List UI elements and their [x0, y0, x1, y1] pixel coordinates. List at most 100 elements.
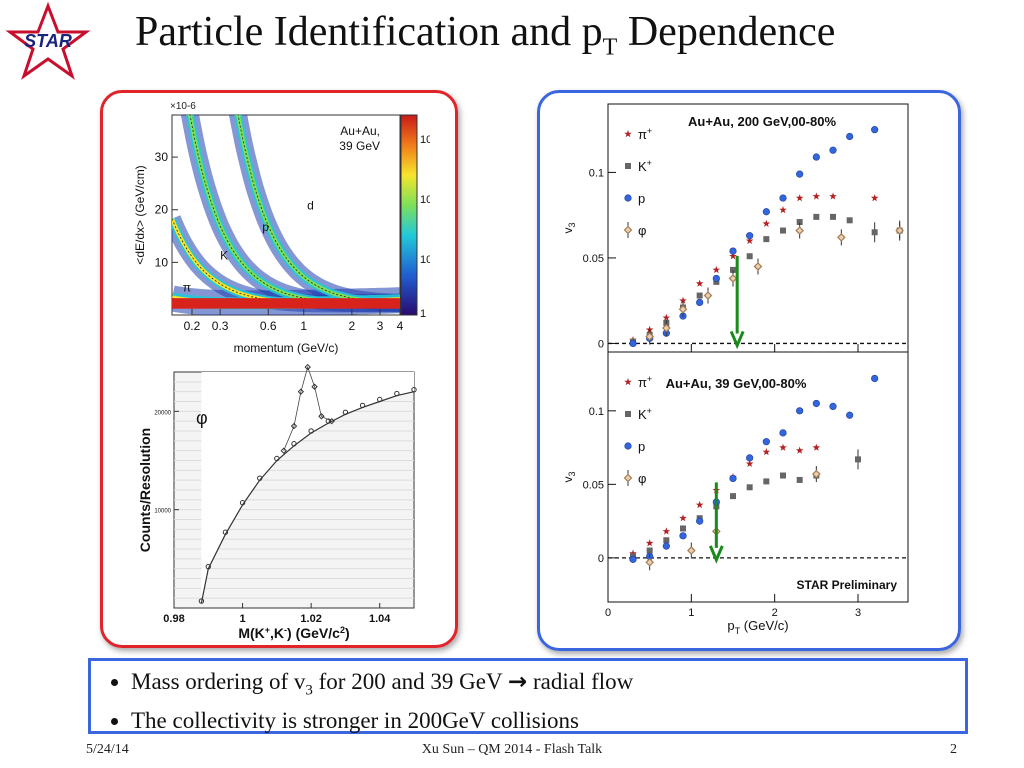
- dedx-xtick-label-4: 2: [349, 319, 356, 333]
- dedx-ytick-label-1: 20: [155, 203, 169, 217]
- phi-bg-point-12: [394, 390, 400, 397]
- dedx-annotation-1: 39 GeV: [339, 139, 380, 153]
- v3-xtick-label-0: 0: [605, 607, 611, 619]
- right-arrow-icon: →: [507, 669, 528, 695]
- phi-bg-point-2: [222, 529, 229, 535]
- phi-above-bg-fill: [174, 372, 414, 604]
- colorbar-tick-3: 106: [420, 131, 430, 146]
- v3-point-2-2-7: [746, 232, 754, 240]
- phi-signal-point-6: [328, 417, 335, 425]
- band-label-0: π: [183, 280, 191, 294]
- v3-legend-label-3-2: p: [638, 439, 645, 454]
- phi-ylabel: Counts/Resolution: [137, 428, 153, 552]
- phi-bg-point-4: [257, 475, 263, 481]
- phi-mass-chart: 0.98 1 1.02 1.04 10000 20000 φ M(K+,K-) (GeV/…: [137, 363, 417, 641]
- v3-point-3-1-7: [746, 484, 753, 491]
- colorbar-tick-1: 102: [420, 251, 430, 266]
- phi-bg-point-5: [274, 455, 280, 462]
- v3-point-3-2-4: [696, 517, 704, 525]
- v3-point-3-1-1: [646, 547, 653, 554]
- v3-point-3-0-3: [679, 514, 687, 522]
- v3-point-3-2-2: [662, 542, 670, 550]
- v3-legend-marker-3-0: [624, 378, 632, 386]
- v3-point-2-2-9: [779, 194, 787, 202]
- phi-signal-point-4: [311, 383, 318, 390]
- footer-date: 5/24/14: [86, 742, 129, 757]
- v3-legend-label-3-3: φ: [638, 471, 646, 486]
- phi-bg-point-7: [308, 428, 314, 434]
- phi-bg-point-10: [359, 402, 366, 409]
- bullet-mass-ordering: Mass ordering of v3 for 200 and 39 GeV →…: [131, 667, 965, 706]
- v3-point-2-1-14: [871, 229, 878, 236]
- colorbar: [400, 114, 418, 316]
- v3-point-2-1-4: [696, 292, 703, 299]
- v3-point-3-1-8: [763, 478, 770, 485]
- v3-point-2-1-11: [813, 213, 820, 220]
- pid-frame: [100, 90, 458, 648]
- v3-legend-label-2-2: p: [638, 191, 645, 206]
- phi-bg-point-9: [342, 409, 349, 415]
- v3-point-2-0-9: [779, 206, 787, 214]
- phi-signal-point-2: [297, 388, 305, 395]
- v3-point-3-0-8: [762, 448, 771, 456]
- phi-ytick-label-0: 10000: [154, 509, 171, 515]
- v3-point-3-2-6: [729, 474, 737, 483]
- dedx-xtick-label-1: 0.3: [212, 319, 229, 333]
- v3-xlabel: pT (GeV/c): [727, 618, 788, 636]
- v3-legend-marker-3-2: [624, 442, 632, 450]
- v3-point-3-0-0: [629, 549, 637, 557]
- v3-point-2-2-0: [629, 339, 637, 348]
- v3-point-2-0-12: [829, 192, 837, 200]
- v3-point-3-0-4: [695, 500, 704, 509]
- dedx-xtick-label-5: 3: [377, 319, 384, 333]
- v3-point-2-0-11: [812, 192, 821, 200]
- v3-point-2-2-12: [829, 146, 837, 154]
- v3-point-3-2-0: [629, 555, 637, 563]
- v3-legend-marker-2-3: [623, 222, 633, 238]
- band-label-2: p: [262, 220, 269, 234]
- phi-signal-point-0: [280, 447, 287, 454]
- v3-point-3-2-11: [812, 399, 820, 408]
- phi-bg-point-8: [325, 418, 331, 424]
- phi-signal-line: [283, 365, 332, 451]
- v3-legend-marker-2-2: [624, 194, 632, 202]
- phi-background-curve: [200, 391, 415, 604]
- v3-point-2-3-7: [836, 229, 846, 246]
- v3-point-2-0-7: [745, 236, 754, 245]
- v3-arrow-head-2: [729, 330, 745, 350]
- v3-point-2-0-5: [712, 265, 721, 274]
- summary-box: Mass ordering of v3 for 200 and 39 GeV →…: [88, 658, 968, 734]
- dedx-multiplier: ×10-6: [170, 101, 196, 112]
- v3-point-2-2-8: [762, 208, 770, 216]
- dedx-heatmap-chart: π Kp d Au+Au,39 GeV 0.2 0.3 0.6 1 2 34 10 20 30 1 102 1…: [133, 101, 430, 355]
- phi-signal-point-5: [318, 413, 325, 420]
- v3-point-2-1-13: [846, 217, 853, 224]
- v3-point-2-0-6: [729, 252, 737, 260]
- v3-point-2-2-14: [871, 126, 879, 134]
- v3-point-3-3-0: [645, 554, 655, 571]
- v3-point-3-0-2: [662, 527, 671, 535]
- v3-point-2-3-1: [661, 320, 671, 337]
- v3-point-2-3-0: [645, 328, 655, 345]
- v3-xtick-label-1: 1: [688, 607, 694, 619]
- v3-xtick-label-2: 2: [772, 607, 778, 619]
- footer-page: 2: [950, 742, 957, 757]
- v3-point-3-2-13: [846, 411, 854, 419]
- v3-ytick-label-3-1: 0.05: [583, 479, 604, 491]
- v3-point-2-2-4: [696, 298, 704, 306]
- v3-point-3-0-11: [812, 443, 821, 451]
- dedx-xtick-label-6: 4: [397, 319, 404, 333]
- phi-signal-point-1: [290, 422, 298, 430]
- footer-center: Xu Sun – QM 2014 - Flash Talk: [421, 742, 603, 757]
- v3-point-2-0-2: [662, 313, 671, 321]
- v3-frame: [537, 90, 961, 651]
- band-fit-2: [189, 115, 400, 304]
- v3-ytick-label-2-2: 0.1: [589, 167, 604, 179]
- v3-point-3-0-7: [745, 459, 754, 467]
- v3-point-2-1-8: [763, 236, 770, 243]
- phi-bg-point-1: [205, 563, 211, 570]
- v3-legend-marker-3-1: [625, 411, 631, 417]
- v3-point-3-0-9: [779, 443, 787, 451]
